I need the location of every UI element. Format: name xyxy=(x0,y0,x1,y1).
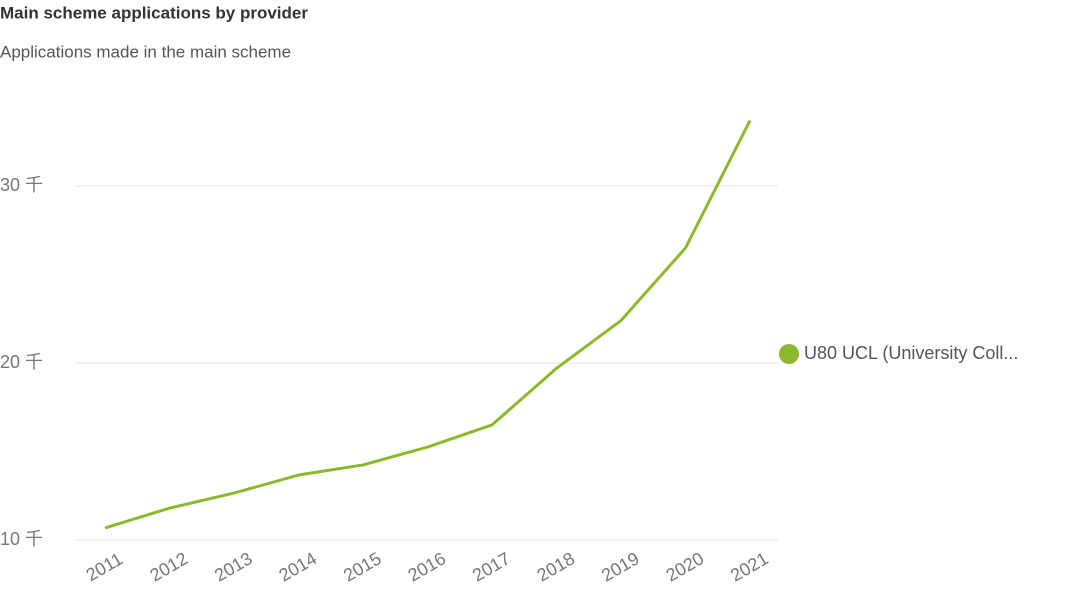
y-tick-label: 20 千 xyxy=(0,352,43,372)
x-tick-label: 2015 xyxy=(340,548,385,585)
x-tick-label: 2012 xyxy=(147,548,192,585)
x-tick-label: 2018 xyxy=(534,548,579,585)
x-tick-label: 2014 xyxy=(276,548,321,585)
chart-subtitle: Applications made in the main scheme xyxy=(0,42,291,61)
y-tick-label: 30 千 xyxy=(0,175,43,195)
legend-marker xyxy=(779,344,799,364)
legend-label: U80 UCL (University Coll... xyxy=(804,343,1018,363)
x-tick-label: 2016 xyxy=(405,548,450,585)
chart-title: Main scheme applications by provider xyxy=(0,3,308,22)
x-tick-label: 2021 xyxy=(727,548,772,585)
x-tick-label: 2019 xyxy=(598,548,643,585)
x-tick-label: 2011 xyxy=(83,549,127,586)
line-series xyxy=(104,119,752,530)
x-tick-label: 2017 xyxy=(469,548,514,585)
x-tick-label: 2020 xyxy=(663,548,708,585)
y-tick-label: 10 千 xyxy=(0,529,43,549)
x-tick-label: 2013 xyxy=(211,548,256,585)
